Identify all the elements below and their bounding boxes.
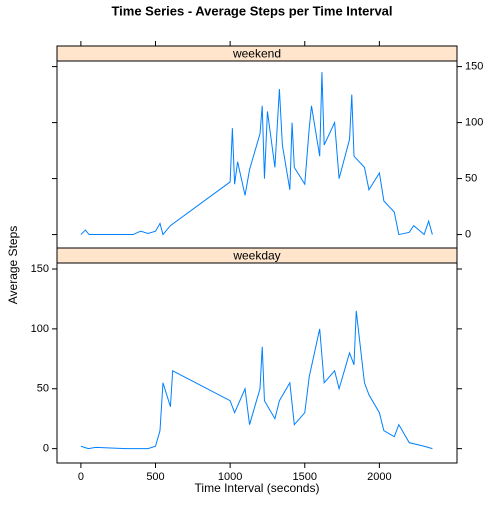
x-axis-label: Time Interval (seconds) xyxy=(195,481,320,495)
strip-label: weekend xyxy=(232,47,281,61)
x-tick-label: 2000 xyxy=(367,471,391,483)
chart-title: Time Series - Average Steps per Time Int… xyxy=(111,3,392,18)
x-tick-label: 0 xyxy=(78,471,84,483)
y-tick-label: 0 xyxy=(465,228,471,240)
y-tick-label: 100 xyxy=(465,116,483,128)
y-axis-label: Average Steps xyxy=(6,226,20,305)
panel xyxy=(56,60,458,249)
strip-label: weekday xyxy=(232,249,280,263)
series-line xyxy=(80,310,433,450)
x-tick-label: 500 xyxy=(146,471,164,483)
y-tick-label: 150 xyxy=(31,263,49,275)
x-tick-label: 1500 xyxy=(293,471,317,483)
y-tick-label: 50 xyxy=(37,383,49,395)
series-line xyxy=(80,72,433,236)
y-tick-label: 100 xyxy=(31,323,49,335)
y-tick-label: 50 xyxy=(465,172,477,184)
x-tick-label: 1000 xyxy=(218,471,242,483)
y-tick-label: 0 xyxy=(43,443,49,455)
panel xyxy=(56,262,458,464)
y-tick-label: 150 xyxy=(465,61,483,73)
